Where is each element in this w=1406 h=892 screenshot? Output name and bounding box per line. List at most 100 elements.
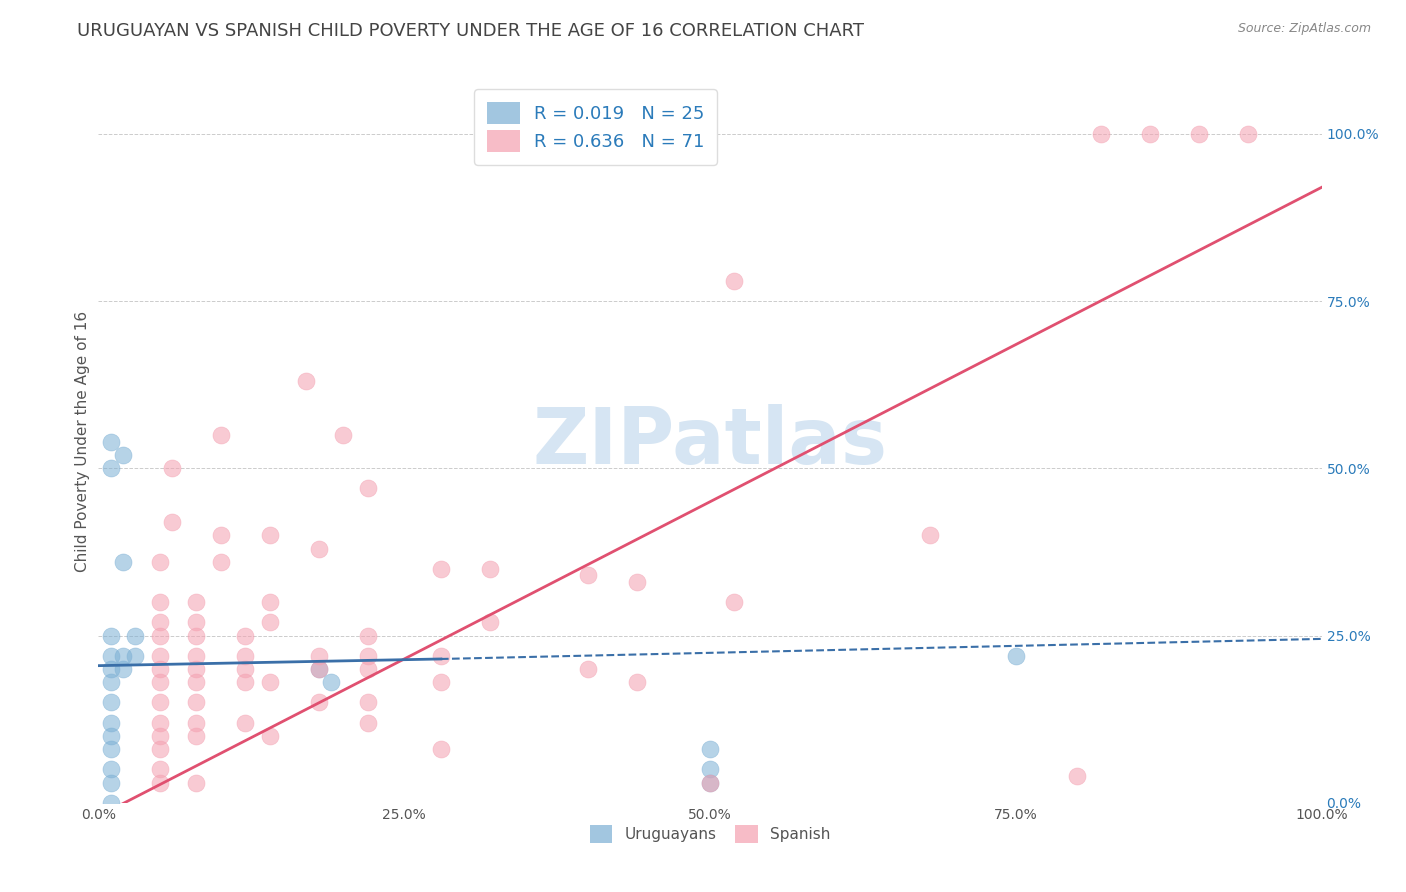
- Point: [259, 615, 281, 630]
- Point: [149, 762, 172, 776]
- Point: [699, 776, 721, 790]
- Point: [149, 715, 172, 730]
- Point: [186, 662, 208, 676]
- Point: [319, 675, 342, 690]
- Point: [308, 648, 330, 663]
- Point: [100, 461, 122, 475]
- Point: [308, 541, 330, 556]
- Point: [356, 628, 378, 642]
- Point: [149, 742, 172, 756]
- Point: [100, 796, 122, 810]
- Point: [186, 776, 208, 790]
- Point: [332, 427, 354, 442]
- Point: [233, 648, 256, 663]
- Point: [186, 628, 208, 642]
- Point: [723, 595, 745, 609]
- Point: [149, 729, 172, 743]
- Legend: Uruguayans, Spanish: Uruguayans, Spanish: [583, 819, 837, 849]
- Point: [100, 434, 122, 449]
- Point: [259, 729, 281, 743]
- Point: [111, 648, 134, 663]
- Point: [186, 595, 208, 609]
- Point: [149, 595, 172, 609]
- Text: URUGUAYAN VS SPANISH CHILD POVERTY UNDER THE AGE OF 16 CORRELATION CHART: URUGUAYAN VS SPANISH CHILD POVERTY UNDER…: [77, 22, 865, 40]
- Point: [149, 628, 172, 642]
- Point: [1066, 769, 1088, 783]
- Point: [186, 696, 208, 710]
- Point: [1139, 127, 1161, 141]
- Point: [626, 675, 648, 690]
- Point: [186, 675, 208, 690]
- Point: [233, 628, 256, 642]
- Point: [478, 615, 501, 630]
- Point: [699, 762, 721, 776]
- Point: [564, 127, 586, 141]
- Point: [100, 696, 122, 710]
- Point: [100, 675, 122, 690]
- Point: [308, 696, 330, 710]
- Point: [149, 662, 172, 676]
- Point: [356, 482, 378, 496]
- Point: [124, 648, 146, 663]
- Point: [430, 648, 453, 663]
- Point: [111, 555, 134, 569]
- Point: [149, 696, 172, 710]
- Point: [430, 675, 453, 690]
- Point: [699, 776, 721, 790]
- Point: [233, 715, 256, 730]
- Point: [100, 715, 122, 730]
- Point: [1188, 127, 1211, 141]
- Point: [160, 461, 183, 475]
- Point: [209, 555, 232, 569]
- Point: [186, 615, 208, 630]
- Point: [100, 776, 122, 790]
- Point: [100, 742, 122, 756]
- Point: [149, 555, 172, 569]
- Point: [100, 628, 122, 642]
- Point: [186, 648, 208, 663]
- Point: [576, 662, 599, 676]
- Point: [233, 675, 256, 690]
- Point: [186, 729, 208, 743]
- Point: [1090, 127, 1112, 141]
- Point: [233, 662, 256, 676]
- Point: [209, 427, 232, 442]
- Point: [186, 715, 208, 730]
- Text: ZIPatlas: ZIPatlas: [533, 403, 887, 480]
- Point: [430, 742, 453, 756]
- Point: [111, 448, 134, 462]
- Point: [356, 715, 378, 730]
- Point: [100, 729, 122, 743]
- Point: [356, 696, 378, 710]
- Point: [111, 662, 134, 676]
- Text: Source: ZipAtlas.com: Source: ZipAtlas.com: [1237, 22, 1371, 36]
- Point: [356, 648, 378, 663]
- Point: [100, 648, 122, 663]
- Point: [100, 662, 122, 676]
- Point: [149, 615, 172, 630]
- Point: [723, 274, 745, 288]
- Point: [515, 127, 537, 141]
- Point: [149, 648, 172, 663]
- Point: [699, 742, 721, 756]
- Point: [209, 528, 232, 542]
- Point: [1237, 127, 1260, 141]
- Point: [430, 562, 453, 576]
- Point: [149, 675, 172, 690]
- Point: [259, 595, 281, 609]
- Point: [160, 515, 183, 529]
- Point: [920, 528, 942, 542]
- Y-axis label: Child Poverty Under the Age of 16: Child Poverty Under the Age of 16: [75, 311, 90, 572]
- Point: [356, 662, 378, 676]
- Point: [149, 776, 172, 790]
- Point: [259, 675, 281, 690]
- Point: [576, 568, 599, 582]
- Point: [626, 575, 648, 590]
- Point: [100, 762, 122, 776]
- Point: [308, 662, 330, 676]
- Point: [308, 662, 330, 676]
- Point: [124, 628, 146, 642]
- Point: [478, 562, 501, 576]
- Point: [295, 375, 318, 389]
- Point: [1004, 648, 1026, 663]
